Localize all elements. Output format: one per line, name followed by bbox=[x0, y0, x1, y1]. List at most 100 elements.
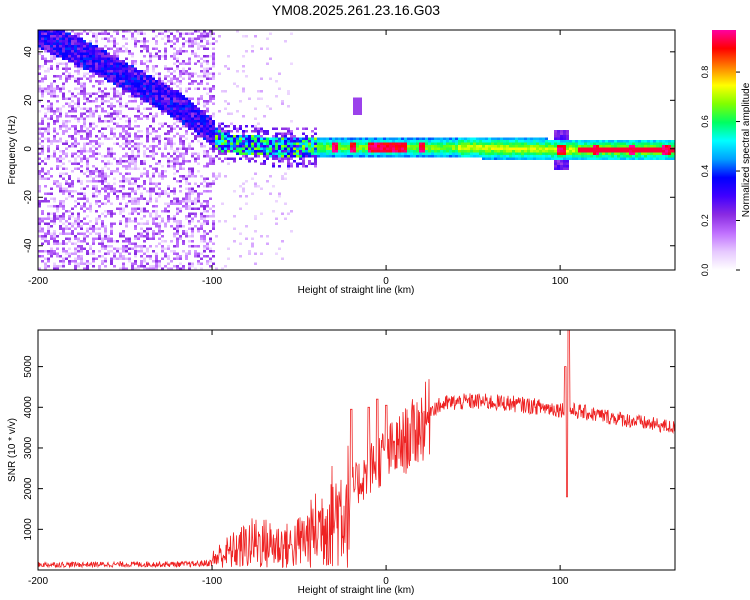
spectrogram-cell bbox=[428, 140, 431, 143]
spectrogram-cell bbox=[260, 142, 263, 145]
spectrogram-cell bbox=[74, 115, 77, 118]
spectrogram-cell bbox=[56, 40, 59, 43]
spectrogram-cell bbox=[410, 155, 413, 158]
spectrogram-cell bbox=[449, 150, 452, 153]
spectrogram-cell bbox=[323, 152, 326, 155]
spectrogram-cell bbox=[320, 137, 323, 140]
spectrogram-cell bbox=[131, 210, 134, 213]
spectrogram-cell bbox=[110, 97, 113, 100]
spectrogram-cell bbox=[509, 137, 512, 140]
spectrogram-cell bbox=[605, 147, 608, 150]
spectrogram-cell bbox=[182, 67, 185, 70]
spectrogram-cell bbox=[137, 142, 140, 145]
spectrogram-cell bbox=[140, 95, 143, 98]
spectrogram-cell bbox=[212, 77, 215, 80]
spectrogram-cell bbox=[203, 35, 206, 38]
spectrogram-cell bbox=[446, 152, 449, 155]
spectrogram-cell bbox=[188, 42, 191, 45]
spectrogram-cell bbox=[257, 152, 260, 155]
spectrogram-cell bbox=[149, 257, 152, 260]
spectrogram-cell bbox=[176, 197, 179, 200]
spectrogram-cell bbox=[275, 155, 278, 158]
spectrogram-cell bbox=[122, 135, 125, 138]
spectrogram-cell bbox=[140, 112, 143, 115]
spectrogram-cell bbox=[650, 147, 653, 150]
spectrogram-cell bbox=[494, 142, 497, 145]
spectrogram-cell bbox=[662, 152, 665, 155]
spectrogram-cell bbox=[488, 150, 491, 153]
spectrogram-cell bbox=[74, 70, 77, 73]
spectrogram-cell bbox=[53, 242, 56, 245]
spectrogram-cell bbox=[125, 65, 128, 68]
spectrogram-cell bbox=[134, 202, 137, 205]
spectrogram-cell bbox=[104, 135, 107, 138]
spectrogram-cell bbox=[500, 142, 503, 145]
spectrogram-cell bbox=[272, 210, 275, 213]
spectrogram-cell bbox=[44, 262, 47, 265]
spectrogram-cell bbox=[113, 187, 116, 190]
spectrogram-cell bbox=[95, 175, 98, 178]
spectrogram-cell bbox=[203, 30, 206, 33]
spectrogram-cell bbox=[44, 90, 47, 93]
spectrogram-cell bbox=[575, 147, 578, 150]
spectrogram-cell bbox=[176, 100, 179, 103]
spectrogram-cell bbox=[44, 30, 47, 33]
colorbar-label: Normalized spectral amplitude bbox=[741, 82, 750, 217]
spectrogram-cell bbox=[47, 45, 50, 48]
spectrogram-cell bbox=[413, 152, 416, 155]
spectrogram-cell bbox=[170, 110, 173, 113]
spectrogram-cell bbox=[656, 147, 659, 150]
spectrogram-cell bbox=[140, 185, 143, 188]
spectrogram-cell bbox=[359, 140, 362, 143]
spectrogram-cell bbox=[50, 102, 53, 105]
spectrogram-cell bbox=[125, 120, 128, 123]
spectrogram-cell bbox=[44, 267, 47, 270]
spectrogram-cell bbox=[116, 115, 119, 118]
spectrogram-cell bbox=[44, 250, 47, 253]
spectrogram-cell bbox=[65, 75, 68, 78]
spectrogram-cell bbox=[392, 145, 395, 148]
spectrogram-cell bbox=[647, 142, 650, 145]
spectrogram-cell bbox=[530, 150, 533, 153]
spectrogram-cell bbox=[74, 127, 77, 130]
spectrogram-cell bbox=[173, 235, 176, 238]
spectrogram-cell bbox=[152, 95, 155, 98]
spectrogram-cell bbox=[158, 262, 161, 265]
spectrogram-cell bbox=[158, 82, 161, 85]
spectrogram-cell bbox=[224, 150, 227, 153]
spectrogram-cell bbox=[119, 82, 122, 85]
spectrogram-cell bbox=[557, 135, 560, 138]
spectrogram-cell bbox=[110, 137, 113, 140]
spectrogram-cell bbox=[365, 145, 368, 148]
spectrogram-cell bbox=[101, 180, 104, 183]
spectrogram-cell bbox=[89, 220, 92, 223]
spectrogram-cell bbox=[248, 252, 251, 255]
spectrogram-cell bbox=[74, 140, 77, 143]
spectrogram-cell bbox=[89, 142, 92, 145]
spectrogram-cell bbox=[140, 192, 143, 195]
spectrogram-cell bbox=[152, 182, 155, 185]
spectrogram-cell bbox=[206, 130, 209, 133]
spectrogram-cell bbox=[194, 40, 197, 43]
spectrogram-cell bbox=[143, 90, 146, 93]
spectrogram-cell bbox=[311, 162, 314, 165]
spectrogram-cell bbox=[158, 140, 161, 143]
spectrogram-cell bbox=[155, 65, 158, 68]
spectrogram-cell bbox=[140, 195, 143, 198]
spectrogram-cell bbox=[167, 205, 170, 208]
spectrogram-cell bbox=[134, 92, 137, 95]
spectrogram-cell bbox=[200, 225, 203, 228]
spectrogram-cell bbox=[233, 240, 236, 243]
spectrogram-cell bbox=[161, 267, 164, 270]
spectrogram-cell bbox=[548, 157, 551, 160]
spectrogram-cell bbox=[575, 145, 578, 148]
spectrogram-cell bbox=[191, 45, 194, 48]
spectrogram-cell bbox=[179, 62, 182, 65]
spectrogram-cell bbox=[38, 100, 41, 103]
spectrogram-cell bbox=[560, 167, 563, 170]
spectrogram-cell bbox=[314, 147, 317, 150]
spectrogram-cell bbox=[74, 220, 77, 223]
spectrogram-cell bbox=[515, 155, 518, 158]
spectrogram-cell bbox=[533, 140, 536, 143]
spectrogram-cell bbox=[86, 235, 89, 238]
